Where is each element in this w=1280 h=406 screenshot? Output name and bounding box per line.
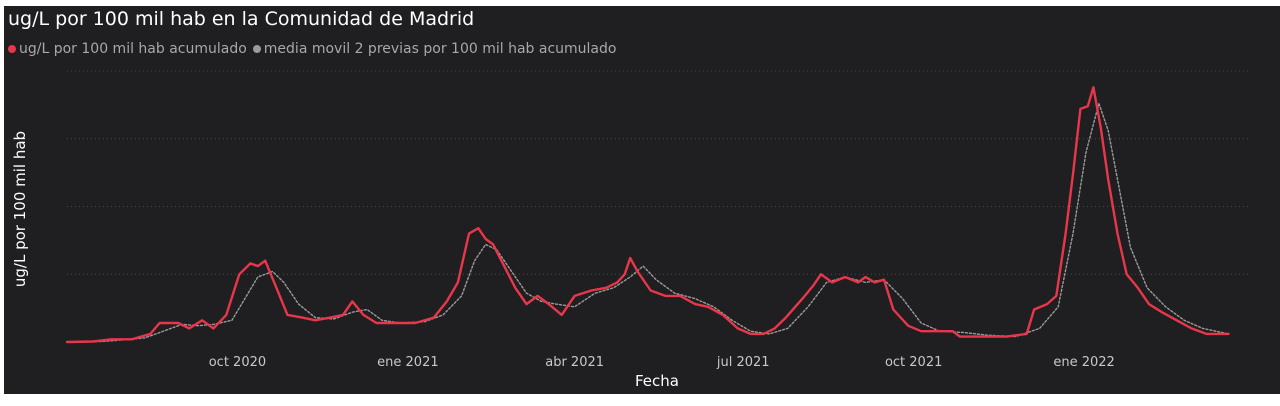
x-tick-label: jul 2021 <box>716 355 770 370</box>
series-line-acumulado[interactable] <box>65 86 1230 344</box>
legend-dot-grey <box>252 45 261 53</box>
legend-label-media-movil: media movil 2 previas por 100 mil hab ac… <box>263 41 617 57</box>
legend-dot-red <box>8 45 16 53</box>
x-tick-label: ene 2022 <box>1053 355 1114 370</box>
legend-label-acumulado: ug/L por 100 mil hab acumulado <box>19 41 247 57</box>
y-axis-title: ug/L por 100 mil hab <box>11 131 29 287</box>
legend-item-media-movil[interactable]: media movil 2 previas por 100 mil hab ac… <box>252 41 617 57</box>
x-tick-label: oct 2020 <box>209 355 266 370</box>
x-axis: oct 2020 ene 2021 abr 2021 jul 2021 oct 2021… <box>209 355 1115 370</box>
x-axis-title: Fecha <box>635 372 679 390</box>
series-layer <box>65 86 1230 344</box>
series-line-media-movil[interactable] <box>66 102 1230 343</box>
x-tick-label: ene 2021 <box>377 355 438 370</box>
chart-plot: oct 2020 ene 2021 abr 2021 jul 2021 oct 2021… <box>11 70 1249 390</box>
chart-panel: ug/L por 100 mil hab en la Comunidad de … <box>4 6 1280 394</box>
x-tick-label: abr 2021 <box>545 355 604 370</box>
chart-title: ug/L por 100 mil hab en la Comunidad de … <box>8 8 475 30</box>
gridlines <box>67 70 1249 275</box>
legend: ug/L por 100 mil hab acumulado media mov… <box>8 40 622 58</box>
legend-item-acumulado[interactable]: ug/L por 100 mil hab acumulado <box>8 41 247 57</box>
x-tick-label: oct 2021 <box>885 355 942 370</box>
